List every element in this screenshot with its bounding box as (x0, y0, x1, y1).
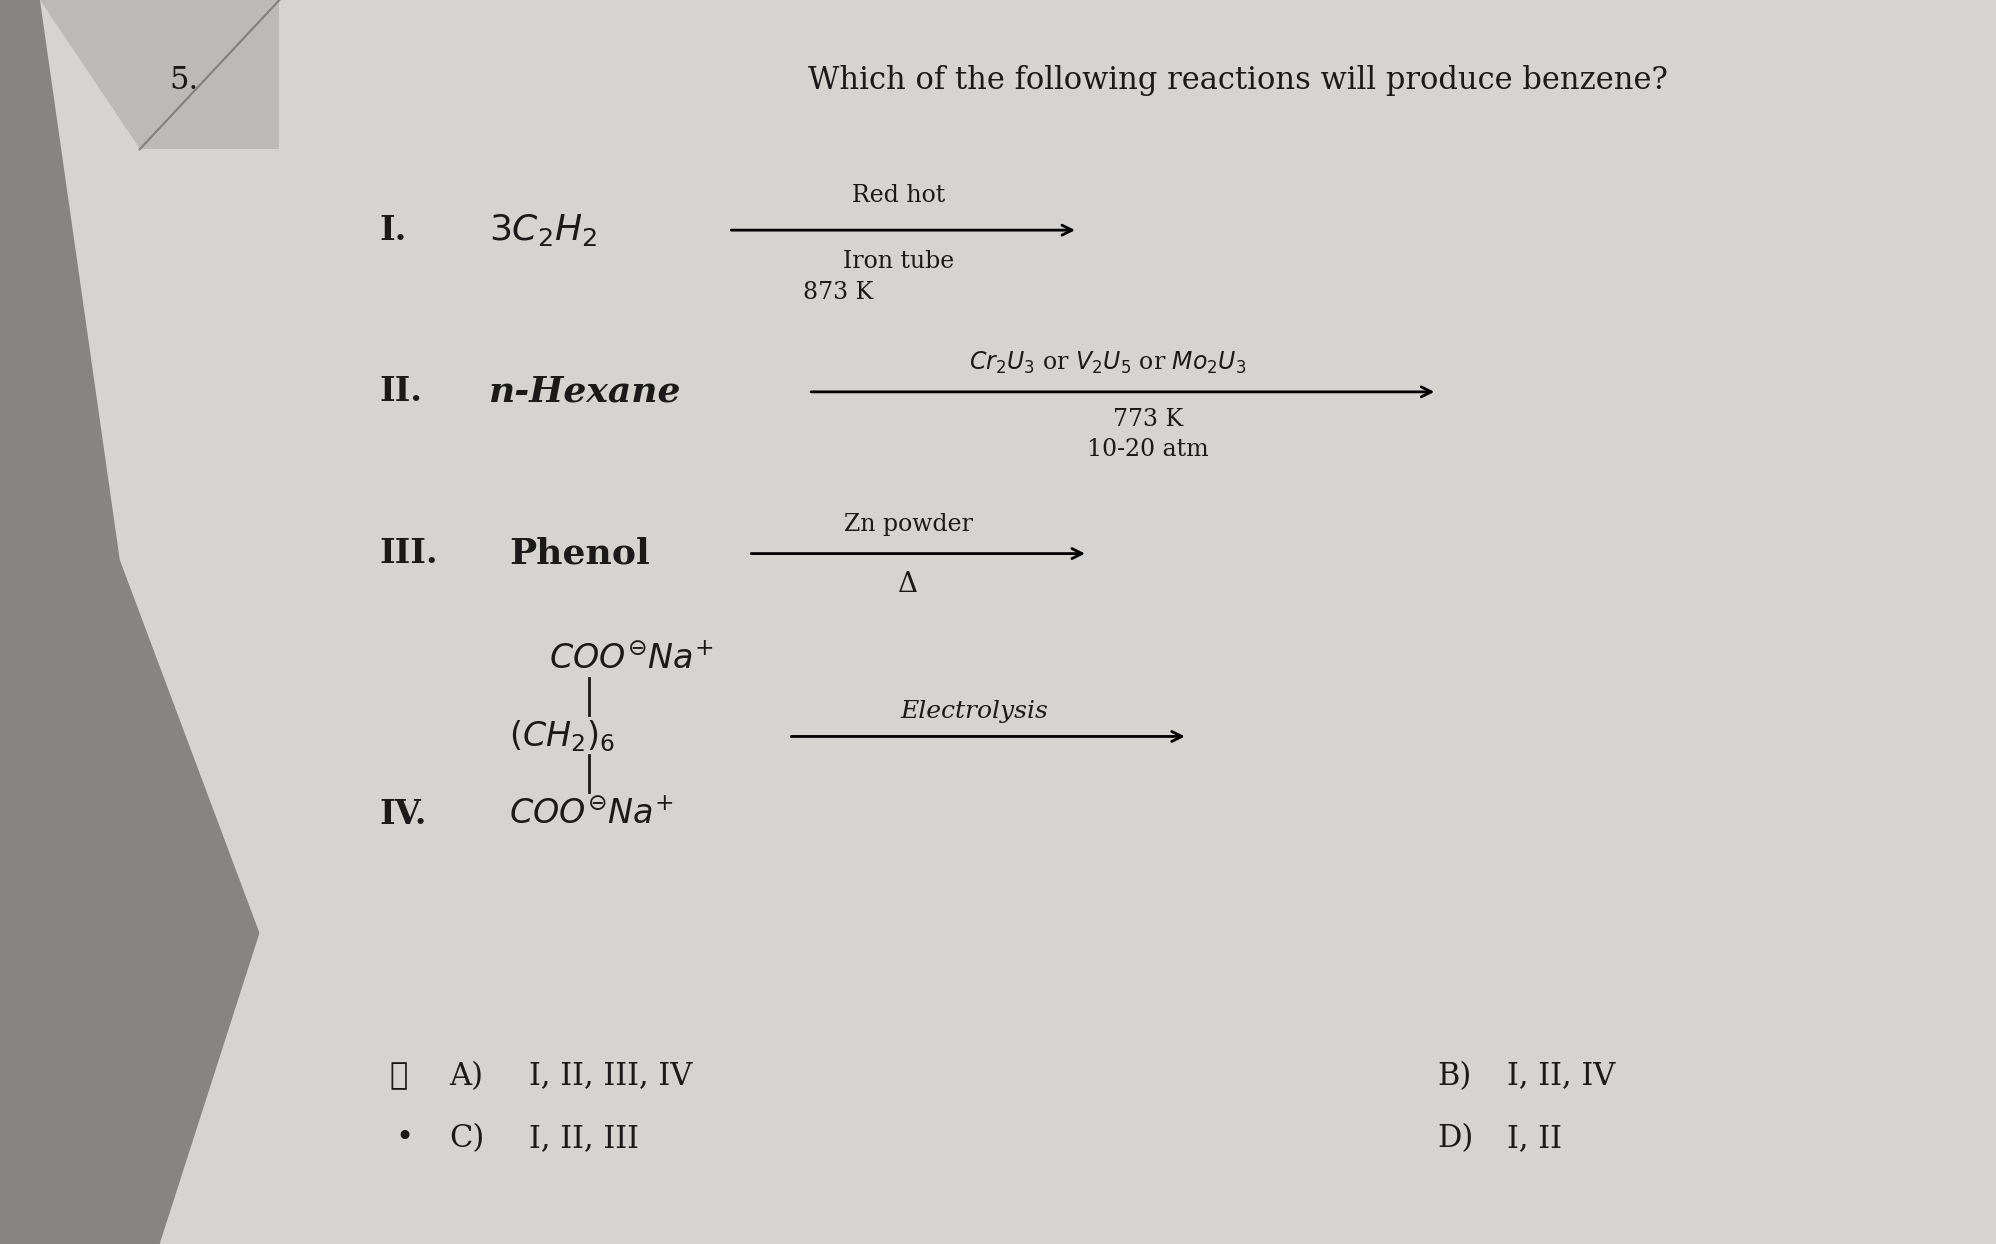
Text: I, II, III, IV: I, II, III, IV (529, 1061, 693, 1091)
Text: 873 K: 873 K (802, 281, 874, 304)
Text: Electrolysis: Electrolysis (900, 700, 1048, 723)
Text: C): C) (449, 1123, 485, 1153)
Text: 773 K: 773 K (1112, 408, 1184, 430)
Text: Phenol: Phenol (509, 536, 651, 571)
Text: Red hot: Red hot (852, 184, 944, 207)
Text: I, II, III: I, II, III (529, 1123, 639, 1153)
Text: $3C_2H_2$: $3C_2H_2$ (489, 213, 597, 248)
Text: I, II, IV: I, II, IV (1507, 1061, 1615, 1091)
Text: •: • (395, 1123, 413, 1153)
Text: D): D) (1437, 1123, 1473, 1153)
Text: Δ: Δ (898, 571, 918, 598)
Text: IV.: IV. (379, 799, 427, 831)
Text: Zn powder: Zn powder (844, 514, 972, 536)
Text: $COO^{\ominus}Na^{+}$: $COO^{\ominus}Na^{+}$ (509, 799, 675, 831)
Text: $Cr_2U_3$ or $V_2U_5$ or $Mo_2U_3$: $Cr_2U_3$ or $V_2U_5$ or $Mo_2U_3$ (970, 350, 1246, 377)
Text: $COO^{\ominus}Na^{+}$: $COO^{\ominus}Na^{+}$ (549, 643, 715, 675)
Text: III.: III. (379, 537, 437, 570)
Text: I, II: I, II (1507, 1123, 1563, 1153)
Polygon shape (40, 0, 279, 149)
Polygon shape (0, 0, 259, 1244)
Text: A): A) (449, 1061, 483, 1091)
Text: I.: I. (379, 214, 407, 246)
Text: II.: II. (379, 376, 423, 408)
Text: 10-20 atm: 10-20 atm (1088, 438, 1208, 460)
Text: Which of the following reactions will produce benzene?: Which of the following reactions will pr… (808, 66, 1667, 96)
Text: Iron tube: Iron tube (842, 250, 954, 272)
Text: 5.: 5. (170, 66, 200, 96)
Text: B): B) (1437, 1061, 1471, 1091)
Text: $(CH_2)_6$: $(CH_2)_6$ (509, 719, 615, 754)
Text: ✓: ✓ (389, 1061, 407, 1091)
Text: n-Hexane: n-Hexane (489, 374, 681, 409)
